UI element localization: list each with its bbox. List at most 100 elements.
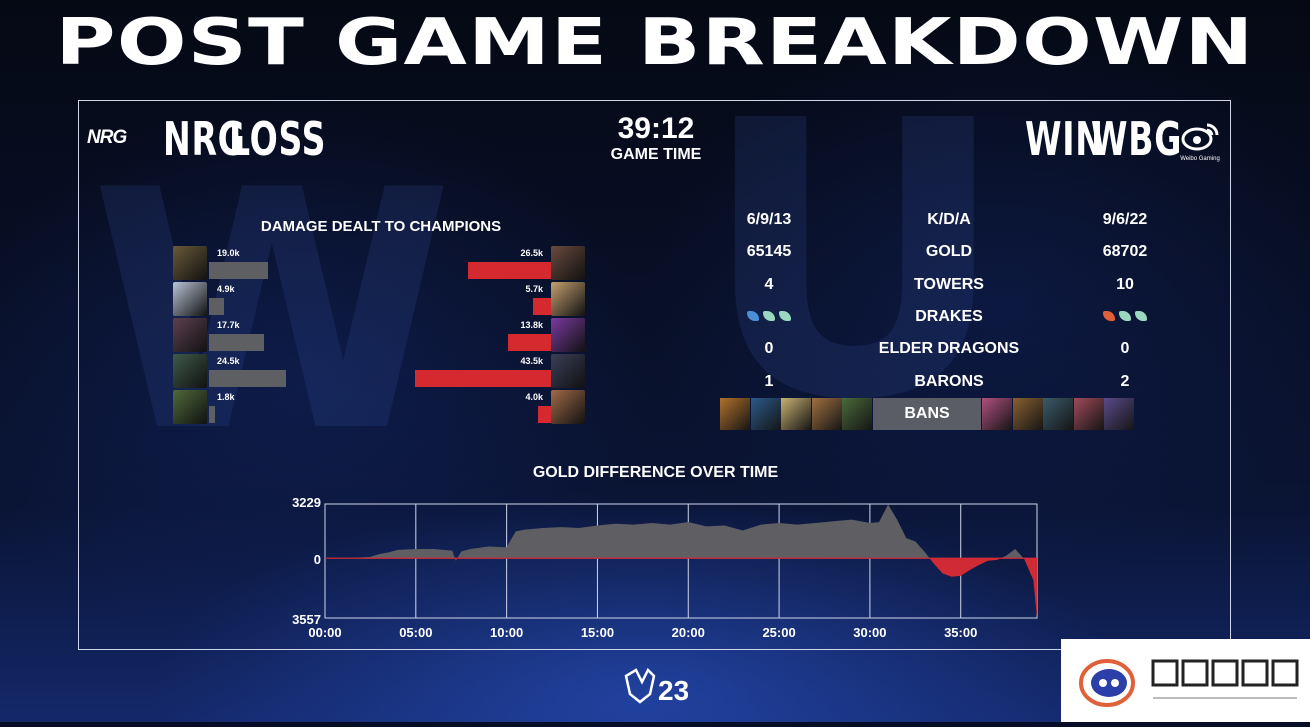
stat-label: K/D/A <box>927 211 971 228</box>
left-damage-bar <box>209 298 225 315</box>
stat-label: ELDER DRAGONS <box>878 340 1020 358</box>
stat-left-value: 0 <box>764 340 774 358</box>
gold-lead-area-nrg <box>325 504 1037 559</box>
bans-label: BANS <box>873 398 981 430</box>
ocean-drake-icon <box>747 310 759 321</box>
game-time-value: 39:12 <box>617 112 695 145</box>
cloud-drake-icon <box>763 310 775 321</box>
bans-row: BANS <box>720 398 1135 430</box>
gold-chart-title: GOLD DIFFERENCE OVER TIME <box>532 464 779 481</box>
right-ban-champion-icon <box>982 398 1012 430</box>
right-damage-label: 4.0k <box>525 392 543 402</box>
left-ban-champion-icon <box>811 398 842 430</box>
right-champion-icon <box>551 318 585 352</box>
stat-right-value: 9/6/22 <box>1102 211 1148 228</box>
game-time-label: GAME TIME <box>610 146 702 163</box>
right-ban-champion-icon <box>1043 398 1074 430</box>
weibo-icon <box>1181 123 1219 151</box>
gold-x-tick-label: 30:00 <box>853 625 887 640</box>
left-team-name: NRG <box>163 112 246 166</box>
right-damage-bar <box>533 298 551 315</box>
stat-label: GOLD <box>925 243 973 261</box>
right-ban-champion-icon <box>1012 398 1043 430</box>
stat-label: TOWERS <box>914 275 984 293</box>
left-champion-icon <box>173 318 207 352</box>
right-damage-label: 43.5k <box>520 356 543 366</box>
right-damage-label: 13.8k <box>520 320 543 330</box>
gold-y-bottom-label: 3557 <box>292 612 321 627</box>
left-ban-champion-icon <box>842 398 873 430</box>
page-title: POST GAME BREAKDOWN <box>55 6 1255 80</box>
left-champion-icon <box>173 282 207 316</box>
worlds-trophy-icon: 23 <box>624 667 689 706</box>
breakdown-panel: NRG NRG LOSS 39:12 GAME TIME WIN WBG Wei… <box>78 100 1231 650</box>
gold-x-tick-label: 20:00 <box>671 625 705 640</box>
damage-title: DAMAGE DEALT TO CHAMPIONS <box>260 218 502 235</box>
site-watermark-logo <box>1079 659 1299 707</box>
stat-row: 6/9/13 K/D/A 9/6/22 <box>719 211 1179 237</box>
wbg-logo-text: Weibo Gaming <box>1180 156 1220 162</box>
right-damage-bar <box>415 370 551 387</box>
background-watermark-shape: W <box>90 120 454 504</box>
wbg-logo: Weibo Gaming <box>1175 121 1225 162</box>
right-champion-icon <box>551 354 585 388</box>
right-champion-icon <box>551 246 585 280</box>
infernal-drake-icon <box>1103 310 1115 321</box>
worlds-2023-logo: 23 <box>624 667 689 708</box>
right-ban-champion-icon <box>1104 398 1135 430</box>
left-ban-champion-icon <box>781 398 812 430</box>
left-drakes <box>719 308 819 326</box>
left-damage-label: 19.0k <box>217 248 240 258</box>
stat-row: 0 ELDER DRAGONS 0 <box>719 340 1179 366</box>
gold-x-tick-label: 15:00 <box>580 625 615 640</box>
stat-right-value: 0 <box>1120 340 1130 358</box>
right-team-name: WBG <box>1091 112 1183 166</box>
damage-chart: 19.0k 4.9k 17.7k 24.5k 1.8k 26.5k 5.7k 13.8k 43.… <box>173 246 593 431</box>
left-damage-label: 24.5k <box>217 356 240 366</box>
svg-text:23: 23 <box>658 675 688 706</box>
right-team-header: WIN WBG <box>1025 113 1181 165</box>
cloud-drake-icon <box>1119 310 1131 321</box>
left-ban-champion-icon <box>720 398 750 430</box>
right-damage-label: 26.5k <box>520 248 543 258</box>
gold-y-top-label: 3229 <box>292 495 321 510</box>
right-champion-icon <box>551 282 585 316</box>
stat-row: 1 BARONS 2 <box>719 373 1179 399</box>
stat-left-value: 65145 <box>746 243 792 261</box>
left-team-header: NRG LOSS <box>163 113 363 165</box>
gold-x-tick-label: 00:00 <box>308 625 342 640</box>
left-damage-label: 1.8k <box>217 392 235 402</box>
stat-left-value: 6/9/13 <box>746 211 792 228</box>
gold-x-tick-label: 25:00 <box>762 625 796 640</box>
stat-right-value: 68702 <box>1102 243 1148 261</box>
stat-row: DRAKES <box>719 308 1179 334</box>
stat-right-value: 2 <box>1120 372 1130 390</box>
left-damage-label: 17.7k <box>217 320 240 330</box>
gold-y-zero-label: 0 <box>313 552 321 567</box>
gold-chart-frame <box>324 503 1038 619</box>
left-champion-icon <box>173 246 207 280</box>
cloud-drake-icon <box>779 310 791 321</box>
left-damage-label: 4.9k <box>217 284 235 294</box>
right-damage-label: 5.7k <box>525 284 543 294</box>
stat-row: 65145 GOLD 68702 <box>719 243 1179 269</box>
left-champion-icon <box>173 390 207 424</box>
right-champion-icon <box>551 390 585 424</box>
right-drakes <box>1075 308 1175 326</box>
cloud-drake-icon <box>1135 310 1147 321</box>
gold-lead-area-wbg <box>454 558 1037 618</box>
stat-right-value: 10 <box>1116 275 1134 293</box>
stat-left-value: 1 <box>764 372 774 390</box>
site-watermark <box>1061 639 1310 722</box>
left-champion-icon <box>173 354 207 388</box>
stat-label: DRAKES <box>915 307 983 325</box>
stat-row: 4 TOWERS 10 <box>719 276 1179 302</box>
left-damage-bar <box>209 406 215 423</box>
right-damage-bar <box>468 262 551 279</box>
left-damage-bar <box>209 262 269 279</box>
left-damage-bar <box>209 334 265 351</box>
left-team-result: LOSS <box>229 112 327 166</box>
gold-x-tick-label: 10:00 <box>490 625 524 640</box>
left-ban-champion-icon <box>750 398 781 430</box>
